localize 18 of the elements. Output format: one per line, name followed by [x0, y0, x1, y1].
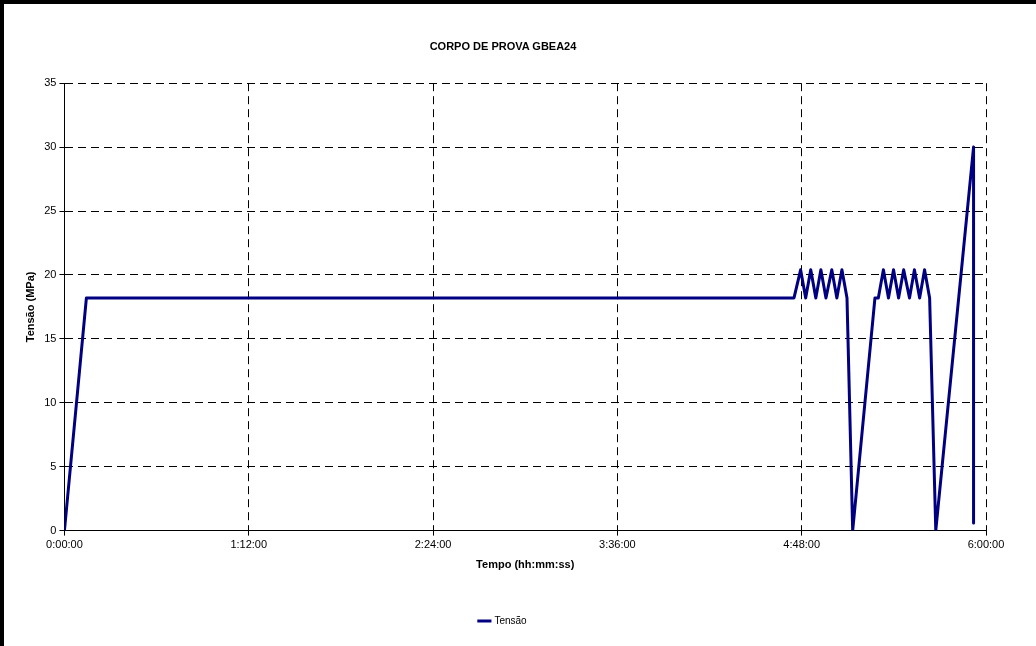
y-tick-label: 0 [50, 523, 57, 536]
y-axis-title: Tensão (MPa) [23, 271, 36, 343]
y-tick-label: 30 [44, 140, 57, 153]
y-tick-label: 25 [44, 204, 57, 217]
x-tick-label: 2:24:00 [414, 538, 452, 551]
y-tick-label: 35 [44, 76, 57, 89]
y-tick-label: 20 [44, 267, 57, 280]
x-tick-label: 4:48:00 [783, 538, 821, 551]
y-tick-label: 5 [50, 459, 57, 472]
legend-label: Tensão [494, 614, 528, 626]
x-axis-title: Tempo (hh:mm:ss) [476, 558, 575, 571]
x-tick-label: 3:36:00 [599, 538, 636, 551]
x-tick-label: 6:00:00 [967, 538, 1005, 551]
x-tick-label: 0:00:00 [46, 538, 83, 551]
chart-title: CORPO DE PROVA GBEA24 [429, 39, 578, 52]
x-tick-label: 1:12:00 [230, 538, 268, 551]
y-tick-label: 15 [44, 331, 57, 344]
y-tick-label: 10 [44, 395, 57, 408]
